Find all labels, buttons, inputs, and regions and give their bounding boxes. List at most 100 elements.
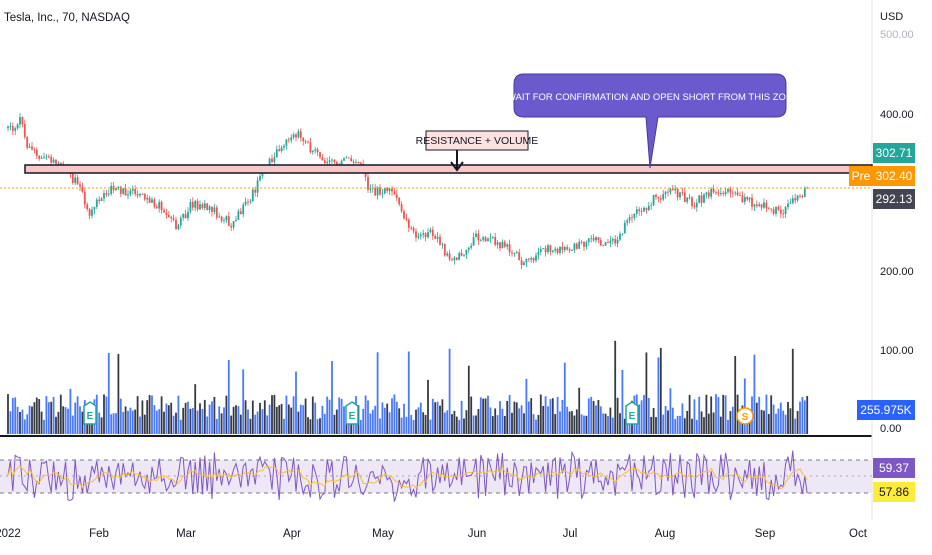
volume-bar: [748, 417, 751, 434]
candle: [635, 206, 638, 218]
candle: [100, 196, 103, 202]
candle: [465, 249, 468, 259]
candle: [693, 202, 696, 210]
volume-bar: [470, 396, 473, 434]
candle: [38, 154, 41, 161]
candle: [566, 244, 569, 252]
candle: [235, 215, 237, 222]
candle: [765, 199, 768, 213]
volume-bar: [263, 400, 266, 434]
price-tag-pre-label: Pre: [849, 166, 873, 186]
candle: [451, 257, 453, 262]
candle: [655, 193, 657, 200]
candle: [683, 187, 686, 203]
volume-bar: [299, 404, 302, 434]
volume-bar: [285, 395, 288, 434]
volume-bar: [213, 396, 216, 434]
candle: [775, 206, 777, 217]
volume-bar: [79, 406, 81, 434]
volume-bar: [575, 409, 578, 434]
volume-bar: [187, 401, 189, 434]
volume-bar: [290, 407, 293, 434]
candle: [511, 249, 513, 257]
candle: [501, 239, 504, 249]
candle: [374, 184, 377, 197]
volume-bar: [254, 414, 257, 434]
volume-bar: [237, 406, 240, 434]
volume-bar: [376, 352, 379, 434]
candle: [710, 187, 713, 200]
volume-bar: [76, 396, 79, 434]
earnings-marker[interactable]: E: [345, 401, 359, 425]
candle: [705, 191, 708, 199]
volume-bar: [551, 398, 554, 434]
volume-bar: [115, 413, 117, 434]
candle: [103, 189, 105, 203]
candle: [350, 155, 353, 162]
candle: [141, 193, 144, 195]
volume-bar: [422, 412, 425, 434]
volume-bar: [695, 419, 698, 434]
candle: [379, 184, 381, 196]
volume-bar: [561, 399, 564, 434]
volume-bar: [784, 414, 787, 434]
volume-bar: [724, 395, 727, 434]
volume-bar: [170, 402, 173, 434]
volume-bar: [688, 394, 691, 434]
volume-bar: [710, 396, 713, 434]
volume-bar: [563, 362, 566, 434]
volume-bar: [525, 378, 528, 434]
candle: [643, 206, 645, 212]
volume-bar: [225, 395, 228, 434]
volume-tick: 0.00: [880, 423, 901, 435]
volume-bar: [244, 400, 247, 434]
volume-bar: [772, 404, 775, 434]
volume-bar: [105, 396, 108, 434]
volume-bar: [652, 407, 655, 434]
earnings-marker[interactable]: E: [625, 401, 639, 425]
candle: [782, 209, 785, 219]
volume-bar: [151, 395, 153, 434]
callout-text: WAIT FOR CONFIRMATION AND OPEN SHORT FRO…: [507, 92, 799, 103]
volume-bar: [28, 405, 31, 434]
volume-bar: [292, 396, 295, 434]
volume-bar: [393, 394, 396, 434]
candle: [271, 154, 273, 164]
candle: [755, 200, 758, 209]
candle: [559, 246, 561, 256]
volume-bar: [530, 398, 533, 434]
volume-bar: [439, 405, 441, 434]
candle: [779, 205, 782, 219]
earnings-marker[interactable]: E: [83, 401, 97, 425]
candle: [587, 237, 590, 246]
volume-bar: [223, 407, 225, 434]
volume-bar: [719, 416, 722, 434]
volume-bar: [261, 409, 264, 434]
candle: [367, 173, 369, 193]
candle: [177, 223, 180, 231]
volume-bar: [45, 396, 48, 434]
candle: [592, 234, 595, 242]
candle: [290, 134, 293, 144]
candle: [215, 205, 218, 220]
volume-bar: [475, 415, 477, 434]
split-marker[interactable]: S: [736, 407, 754, 425]
earnings-letter: E: [349, 411, 356, 422]
volume-bar: [707, 413, 710, 434]
candle: [31, 142, 33, 151]
time-label: Jun: [468, 528, 487, 540]
candle: [196, 198, 199, 212]
volume-bar: [71, 415, 74, 434]
candle: [388, 187, 391, 195]
volume-bar: [165, 403, 168, 434]
candle: [712, 184, 715, 194]
candle: [412, 226, 415, 234]
volume-bar: [50, 401, 53, 434]
candle: [717, 189, 720, 197]
candle: [794, 193, 797, 204]
volume-bar: [489, 407, 492, 434]
candle: [208, 205, 211, 214]
volume-bar: [458, 419, 461, 434]
symbol-title: Tesla, Inc., 70, NASDAQ: [4, 12, 130, 24]
candle: [117, 186, 120, 191]
